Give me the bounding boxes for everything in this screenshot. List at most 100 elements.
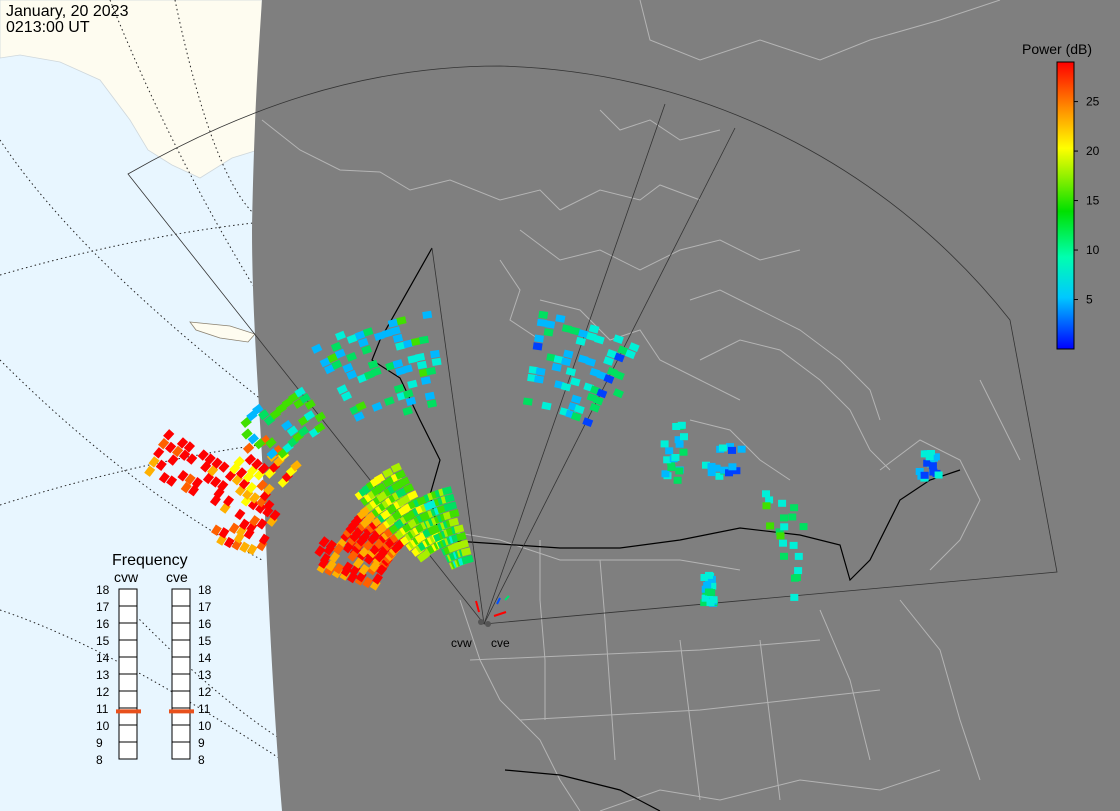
map-outlines (261, 0, 1021, 811)
backscatter-cell (613, 370, 625, 381)
backscatter-cell (575, 336, 587, 346)
backscatter-cell (708, 582, 717, 590)
backscatter-cell (725, 469, 733, 477)
backscatter-cell (617, 345, 629, 356)
backscatter-cell (534, 334, 545, 343)
backscatter-cell (256, 518, 268, 530)
backscatter-cell (390, 462, 402, 473)
frequency-cell (118, 639, 138, 658)
backscatter-cell (211, 457, 223, 469)
backscatter-cell (402, 339, 414, 349)
backscatter-cell (551, 363, 562, 372)
backscatter-cell (376, 564, 388, 576)
frequency-cell (118, 588, 138, 607)
backscatter-cell (202, 472, 215, 485)
backscatter-cell (346, 352, 357, 362)
frequency-cell (118, 673, 138, 692)
backscatter-cell (266, 448, 278, 460)
backscatter-cell (207, 465, 219, 477)
backscatter-cell (407, 490, 419, 501)
backscatter-cell (390, 326, 401, 336)
backscatter-cell (718, 444, 727, 452)
backscatter-cell (403, 483, 415, 494)
backscatter-cell (210, 476, 222, 488)
backscatter-cell (458, 539, 470, 549)
backscatter-cell (923, 459, 932, 467)
colorbar-bar (1056, 61, 1075, 350)
frequency-level-label: 9 (198, 736, 205, 750)
backscatter-cell (228, 522, 240, 535)
backscatter-cell (934, 471, 943, 479)
backscatter-cell (382, 328, 393, 338)
radar-site-cve: cve (485, 621, 510, 650)
backscatter-cell (245, 481, 258, 494)
backscatter-cell (340, 391, 353, 402)
radar-label-cvw: cvw (451, 636, 472, 650)
backscatter-cell (677, 421, 686, 429)
backscatter-cell (430, 349, 440, 359)
backscatter-cell (667, 464, 676, 471)
backscatter-cell (223, 536, 235, 549)
backscatter-cell (163, 429, 175, 441)
frequency-cell (118, 724, 138, 743)
power-colorbar: Power (dB) 25 20 15 10 5 (1022, 41, 1100, 350)
backscatter-cell (235, 467, 248, 479)
backscatter-cell (928, 462, 937, 470)
backscatter-cell (661, 470, 670, 478)
backscatter-cell (314, 422, 326, 434)
backscatter-cell (444, 493, 455, 503)
frequency-column-cve: cve (166, 569, 188, 585)
backscatter-cell (790, 593, 799, 601)
backscatter-cell (405, 396, 417, 406)
backscatter-cell (570, 377, 581, 387)
colorbar-tick-label: 5 (1086, 293, 1093, 307)
backscatter-cell (318, 536, 330, 548)
backscatter-cell (246, 543, 258, 556)
backscatter-cell (663, 456, 672, 464)
backscatter-cell (167, 454, 179, 466)
frequency-level-label: 13 (198, 668, 212, 682)
backscatter-cell (448, 517, 460, 527)
backscatter-cell (780, 552, 788, 560)
backscatter-cell (332, 543, 345, 555)
frequency-level-label: 11 (198, 702, 211, 716)
backscatter-cell (463, 554, 474, 564)
backscatter-cell (186, 453, 198, 465)
backscatter-cell (588, 324, 600, 334)
backscatter-cell (794, 567, 803, 575)
backscatter-cell (324, 364, 336, 375)
colorbar-tick-label: 10 (1086, 243, 1100, 257)
date-label: January, 20 2023 (6, 3, 129, 20)
backscatter-cell (247, 433, 259, 445)
backscatter-cell (585, 357, 597, 367)
backscatter-cell (392, 333, 404, 343)
backscatter-cell (925, 453, 934, 461)
frequency-cell (171, 639, 191, 658)
frequency-cell (118, 690, 138, 709)
backscatter-cell (422, 310, 433, 320)
backscatter-cell (286, 425, 299, 437)
colorbar-ticks: 25 20 15 10 5 (1074, 95, 1100, 307)
radar-site-marker (485, 621, 491, 627)
backscatter-cell (191, 476, 203, 489)
backscatter-cell (319, 357, 331, 368)
backscatter-cell (675, 440, 684, 448)
backscatter-cell (765, 496, 774, 504)
backscatter-cell (176, 437, 189, 449)
frequency-level-label: 18 (96, 583, 110, 597)
backscatter-cell (251, 458, 263, 470)
backscatter-cell (330, 341, 342, 352)
backscatter-cell (217, 479, 229, 492)
backscatter-cell (790, 504, 799, 512)
radar-label-cve: cve (491, 636, 510, 650)
backscatter-cell (582, 417, 594, 428)
frequency-level-label: 14 (198, 651, 212, 665)
backscatter-cell (200, 461, 212, 473)
backscatter-cell (319, 553, 331, 565)
backscatter-cell (392, 359, 404, 369)
backscatter-cell (418, 335, 429, 345)
backscatter-cell (325, 539, 337, 552)
backscatter-cell (538, 310, 549, 319)
backscatter-cell (789, 541, 798, 549)
backscatter-cell (402, 406, 413, 416)
